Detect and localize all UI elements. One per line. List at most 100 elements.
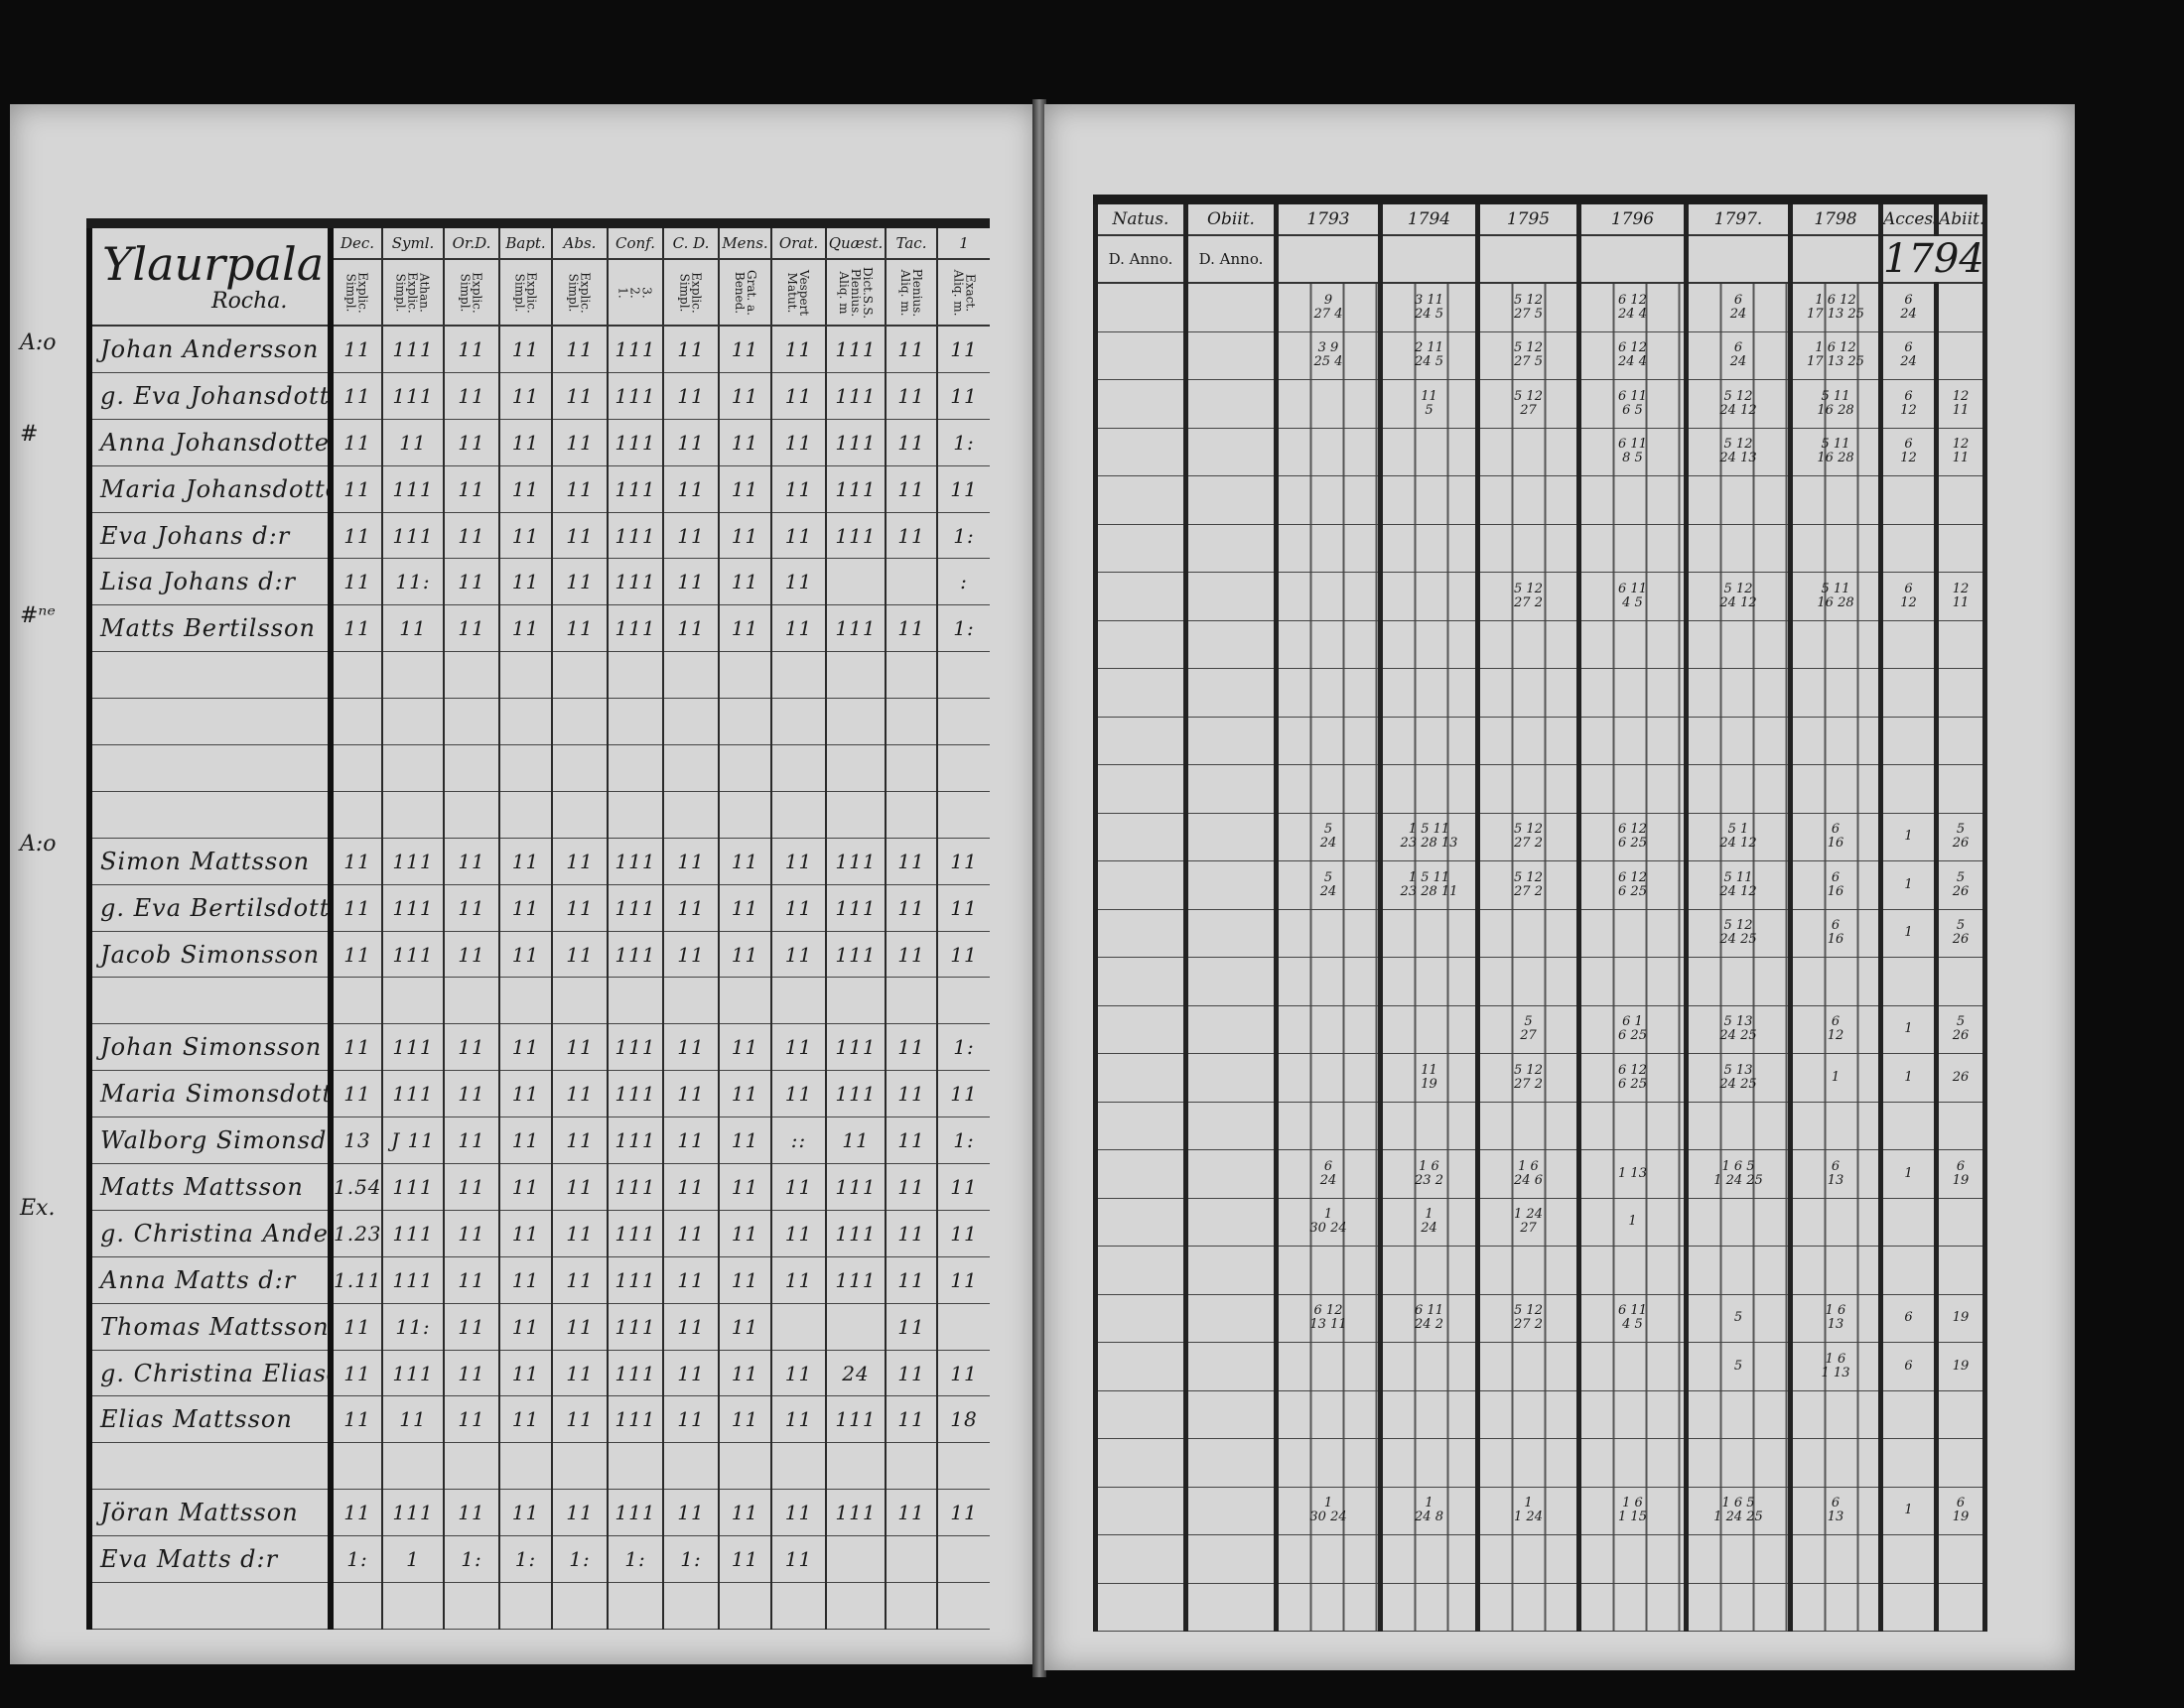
- column-header: 1796: [1576, 199, 1687, 236]
- knowledge-mark: 11: [936, 1163, 990, 1211]
- knowledge-mark: [551, 1442, 608, 1491]
- table-row: [1093, 1102, 1987, 1150]
- knowledge-mark: [498, 698, 552, 746]
- person-name: Simon Mattsson: [86, 838, 331, 885]
- date-entry: [1576, 1390, 1687, 1439]
- knowledge-mark: 11: [770, 326, 826, 373]
- knowledge-mark: 111: [825, 1163, 886, 1211]
- date-entry: [1684, 668, 1791, 718]
- date-entry: [1378, 1102, 1478, 1150]
- knowledge-mark: 11: [328, 1023, 382, 1072]
- date-entry: 6: [1878, 1342, 1937, 1391]
- knowledge-mark: 11: [443, 1395, 499, 1444]
- knowledge-mark: 11: [885, 512, 937, 560]
- date-entry: [1576, 1438, 1687, 1488]
- knowledge-mark: 11: [770, 372, 826, 420]
- date-entry: [1378, 1342, 1478, 1391]
- knowledge-mark: 11: [885, 1023, 937, 1072]
- knowledge-mark: [662, 651, 719, 700]
- date-entry: [1788, 475, 1881, 525]
- date-entry: [1378, 957, 1478, 1006]
- knowledge-mark: 111: [825, 1210, 886, 1257]
- knowledge-mark: 11: [551, 1303, 608, 1351]
- knowledge-mark: [885, 558, 937, 606]
- knowledge-mark: [443, 791, 499, 839]
- date-entry: 6 24: [1684, 283, 1791, 332]
- column-header: 1793: [1274, 199, 1381, 236]
- subheader-text: Explic. Simpl.: [677, 271, 704, 314]
- knowledge-mark: [551, 977, 608, 1025]
- knowledge-mark: 111: [607, 419, 663, 466]
- knowledge-mark: 11: [551, 1210, 608, 1257]
- knowledge-mark: 11: [718, 884, 771, 932]
- knowledge-mark: [381, 744, 444, 792]
- knowledge-mark: 11: [770, 419, 826, 466]
- knowledge-mark: [662, 1442, 719, 1491]
- knowledge-mark: [770, 1303, 826, 1351]
- date-entry: 1 6 1 15: [1576, 1487, 1687, 1535]
- person-name: Johan Andersson: [86, 326, 331, 373]
- date-entry: [1788, 1102, 1881, 1150]
- person-name: Maria Simonsdotter: [86, 1070, 331, 1118]
- accessit-year-text: 1794.: [1883, 236, 1984, 282]
- person-name: Anna Johansdotter: [86, 419, 331, 466]
- date-entry: 6 16: [1788, 860, 1881, 910]
- knowledge-mark: 11: [328, 884, 382, 932]
- date-entry: [1576, 957, 1687, 1006]
- knowledge-mark: 11: [662, 1489, 719, 1537]
- knowledge-mark: 11: [328, 558, 382, 606]
- date-entry: [1378, 1246, 1478, 1295]
- date-entry: [1274, 572, 1381, 621]
- knowledge-mark: 11: [551, 1350, 608, 1397]
- margin-note: #: [20, 421, 39, 447]
- date-entry: [1878, 524, 1937, 573]
- knowledge-mark: 11: [885, 1070, 937, 1118]
- knowledge-mark: 11: [328, 1395, 382, 1444]
- date-entry: 6: [1878, 1294, 1937, 1343]
- date-entry: [1475, 1390, 1579, 1439]
- date-entry: [1093, 1487, 1186, 1535]
- person-name: Thomas Mattsson: [86, 1303, 331, 1351]
- knowledge-mark: 11: [770, 512, 826, 560]
- table-row: [86, 1442, 990, 1491]
- knowledge-mark: [825, 698, 886, 746]
- knowledge-mark: 11: [551, 1023, 608, 1072]
- subheader-text: Explic. Simpl.: [566, 271, 593, 314]
- knowledge-mark: 11: [443, 512, 499, 560]
- knowledge-mark: [825, 977, 886, 1025]
- date-entry: [1183, 909, 1277, 958]
- date-entry: [1788, 1390, 1881, 1439]
- knowledge-mark: 11: [718, 465, 771, 513]
- person-name: Jacob Simonsson: [86, 931, 331, 979]
- knowledge-mark: 11: [662, 1163, 719, 1211]
- knowledge-mark: 1:: [498, 1535, 552, 1584]
- knowledge-mark: 111: [607, 1070, 663, 1118]
- column-header: Mens.: [718, 223, 771, 260]
- knowledge-mark: 1:: [936, 512, 990, 560]
- date-entry: [1274, 1390, 1381, 1439]
- date-entry: [1788, 668, 1881, 718]
- knowledge-mark: 111: [607, 1163, 663, 1211]
- knowledge-mark: [551, 1582, 608, 1630]
- knowledge-mark: 1:: [936, 419, 990, 466]
- table-row: Matts Mattsson 1.54 111 11 11 11 111 11 11 11 111 1…: [86, 1163, 990, 1211]
- column-subheader: Explic. Simpl.: [498, 259, 552, 327]
- person-name: [86, 791, 331, 839]
- column-subheader: D. Anno.: [1093, 235, 1186, 284]
- knowledge-mark: [328, 651, 382, 700]
- date-entry: 1 1 24: [1475, 1487, 1579, 1535]
- knowledge-mark: 11: [328, 465, 382, 513]
- date-entry: 1 24: [1378, 1198, 1478, 1247]
- knowledge-mark: 11: [443, 931, 499, 979]
- parish-subtitle: Rocha.: [211, 289, 288, 314]
- date-entry: 1 6 24 6: [1475, 1149, 1579, 1199]
- person-name: [86, 744, 331, 792]
- knowledge-mark: [381, 1442, 444, 1491]
- knowledge-mark: 11: [662, 1210, 719, 1257]
- person-name: Matts Bertilsson: [86, 604, 331, 653]
- knowledge-mark: 11: [885, 1350, 937, 1397]
- knowledge-mark: 11: [551, 1395, 608, 1444]
